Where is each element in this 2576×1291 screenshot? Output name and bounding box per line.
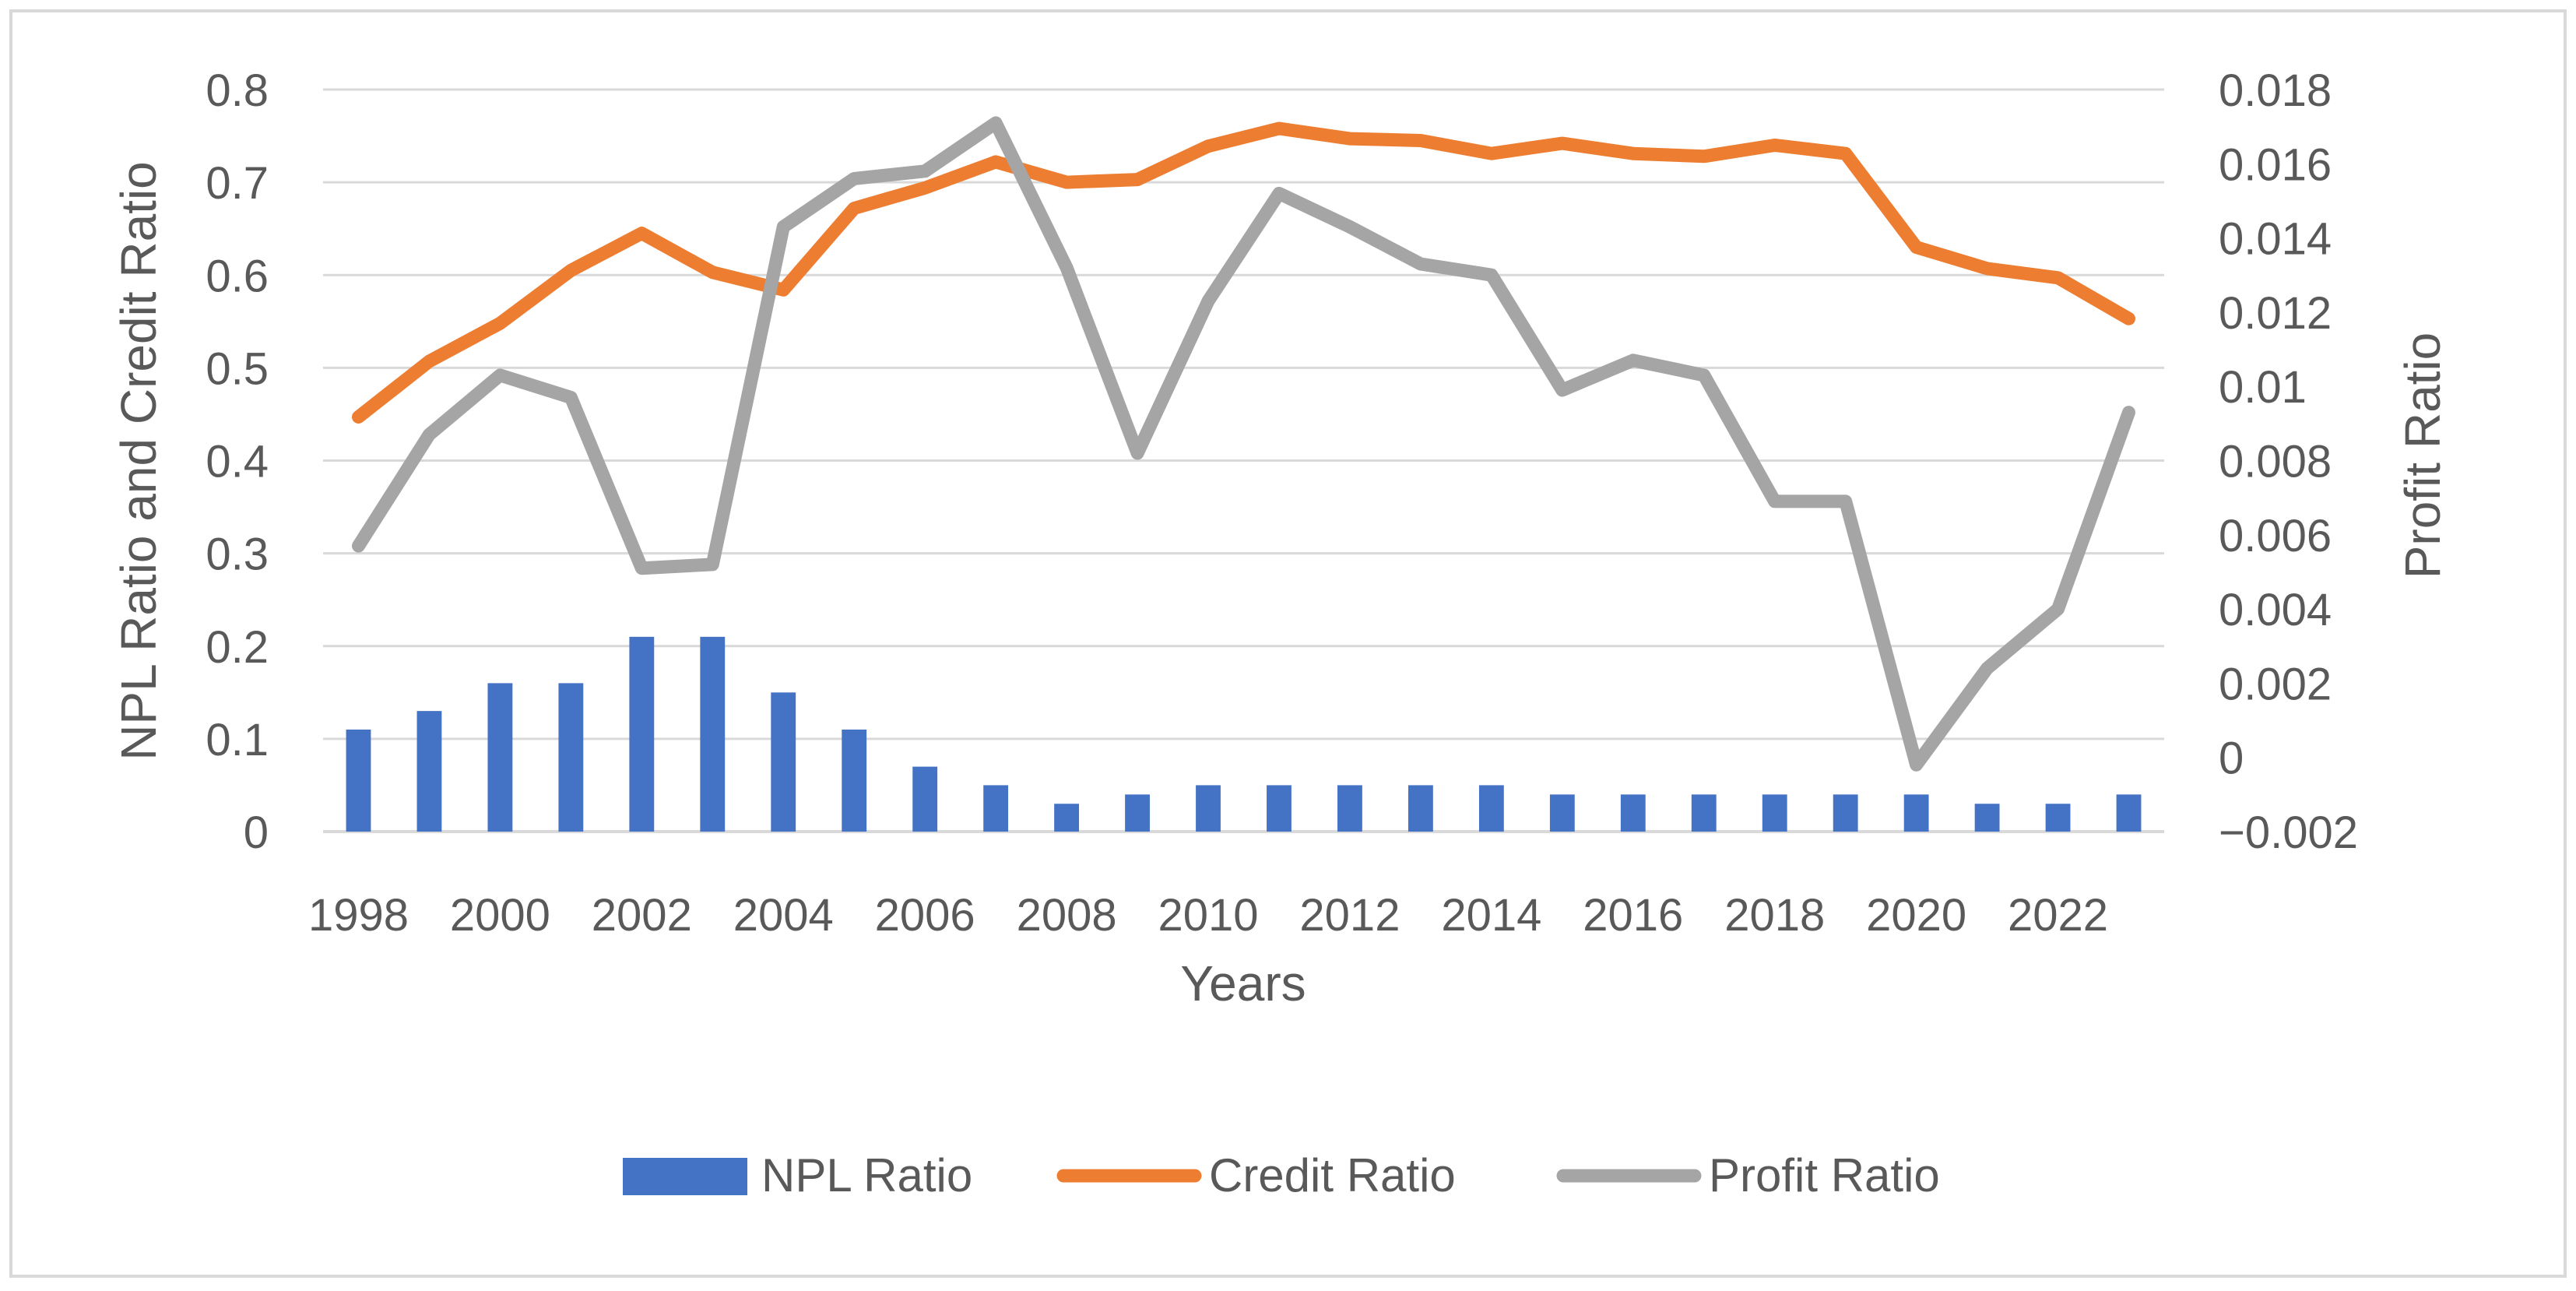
x-tick-label: 2014 <box>1441 890 1541 941</box>
x-tick-label: 2016 <box>1583 890 1683 941</box>
right-tick-label: 0.016 <box>2219 139 2332 190</box>
left-tick-label: 0.7 <box>206 158 269 209</box>
right-tick-label: 0.014 <box>2219 214 2332 265</box>
right-axis-ticks: −0.002 0 0.002 0.004 0.006 0.008 0.01 0.012 0.01… <box>2219 65 2358 858</box>
x-tick-label: 2008 <box>1017 890 1117 941</box>
x-tick-label: 2004 <box>733 890 834 941</box>
npl-bar <box>1762 794 1787 832</box>
x-axis-ticks: 1998 2000 2002 2004 2006 2008 2010 2012 2014 2016… <box>308 890 2108 941</box>
npl-bar <box>1691 794 1717 832</box>
left-tick-label: 0.1 <box>206 715 269 765</box>
npl-bar <box>629 636 655 832</box>
lines <box>352 116 2135 772</box>
left-tick-label: 0.8 <box>206 65 269 116</box>
x-axis-title: Years <box>1180 955 1306 1011</box>
right-tick-label: 0.004 <box>2219 585 2332 635</box>
npl-bar <box>912 766 938 832</box>
left-tick-label: 0.4 <box>206 437 269 487</box>
legend-item-profit: Profit Ratio <box>1556 1149 1940 1201</box>
npl-bar <box>983 785 1009 832</box>
npl-bar <box>1337 785 1362 832</box>
npl-bar <box>1903 794 1929 832</box>
npl-bar <box>1054 804 1080 832</box>
npl-bar <box>1196 785 1221 832</box>
legend-label-credit: Credit Ratio <box>1209 1149 1456 1201</box>
npl-bars <box>346 636 2142 832</box>
npl-bar <box>1407 785 1433 832</box>
x-tick-label: 2000 <box>450 890 550 941</box>
x-tick-label: 2020 <box>1866 890 1966 941</box>
npl-bar <box>558 683 584 832</box>
x-tick-label: 2012 <box>1299 890 1400 941</box>
legend-item-npl: NPL Ratio <box>623 1149 972 1201</box>
left-tick-label: 0.5 <box>206 343 269 394</box>
x-tick-label: 1998 <box>308 890 409 941</box>
chart-border <box>9 9 2567 1278</box>
x-tick-label: 2010 <box>1158 890 1259 941</box>
left-tick-label: 0.3 <box>206 529 269 580</box>
right-tick-label: 0.002 <box>2219 659 2332 709</box>
x-tick-label: 2002 <box>592 890 692 941</box>
npl-bar <box>487 683 513 832</box>
right-tick-label: 0.018 <box>2219 65 2332 116</box>
right-tick-label: 0.01 <box>2219 362 2307 413</box>
npl-bar <box>771 692 796 832</box>
profit-ratio-line <box>352 116 2135 772</box>
legend-item-credit: Credit Ratio <box>1056 1149 1456 1201</box>
left-tick-label: 0.6 <box>206 251 269 301</box>
x-tick-label: 2018 <box>1724 890 1825 941</box>
npl-bar <box>842 729 867 832</box>
legend-label-profit: Profit Ratio <box>1709 1149 1940 1201</box>
npl-bar <box>346 729 371 832</box>
right-tick-label: 0 <box>2219 733 2244 784</box>
npl-bar <box>1620 794 1646 832</box>
left-tick-label: 0.2 <box>206 622 269 673</box>
npl-bar <box>1549 794 1575 832</box>
legend-label-npl: NPL Ratio <box>761 1149 972 1201</box>
npl-bar <box>700 636 726 832</box>
credit-ratio-line <box>352 121 2135 424</box>
npl-bar <box>1974 804 2000 832</box>
right-tick-label: 0.006 <box>2219 511 2332 561</box>
npl-bar <box>1267 785 1292 832</box>
npl-bar <box>2045 804 2071 832</box>
legend: NPL Ratio Credit Ratio Profit Ratio <box>623 1149 1940 1201</box>
right-tick-label: 0.008 <box>2219 437 2332 487</box>
right-tick-label: 0.012 <box>2219 288 2332 339</box>
left-axis-ticks: 0 0.1 0.2 0.3 0.4 0.5 0.6 0.7 0.8 <box>206 65 269 858</box>
npl-bar <box>2116 794 2142 832</box>
left-axis-title: NPL Ratio and Credit Ratio <box>111 161 167 761</box>
left-tick-label: 0 <box>244 807 269 858</box>
npl-bar <box>416 711 442 832</box>
right-axis-title: Profit Ratio <box>2395 332 2451 579</box>
legend-swatch-npl <box>623 1158 747 1195</box>
npl-bar <box>1125 794 1150 832</box>
right-tick-label: −0.002 <box>2219 807 2358 858</box>
x-tick-label: 2022 <box>2008 890 2108 941</box>
x-tick-label: 2006 <box>875 890 975 941</box>
npl-bar <box>1833 794 1858 832</box>
npl-bar <box>1478 785 1504 832</box>
